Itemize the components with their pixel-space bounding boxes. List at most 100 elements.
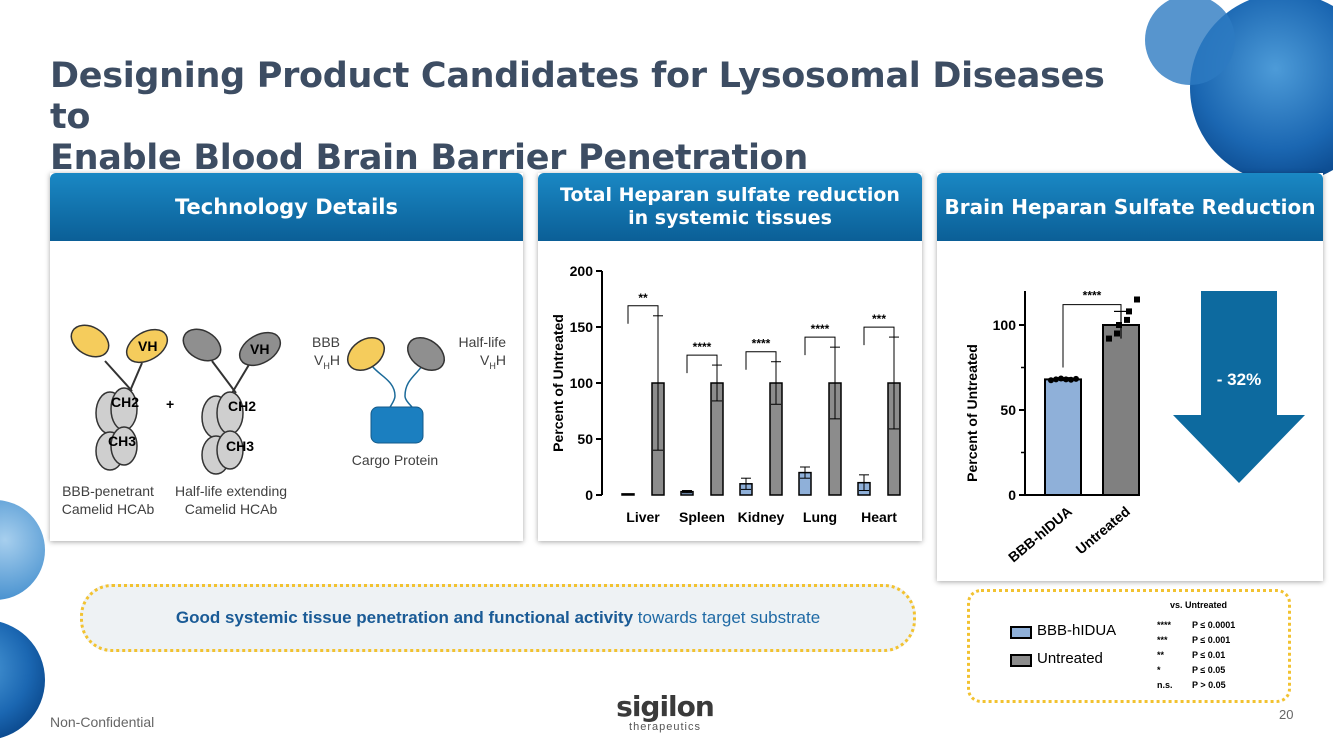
key-finding-callout: Good systemic tissue penetration and fun… (80, 584, 916, 652)
legend-swatch-untreated (1010, 654, 1032, 667)
significance-bracket (863, 326, 895, 346)
halflife-vhh-h: H (495, 352, 506, 368)
stats-stars: **** (1157, 620, 1172, 630)
callout-normal-text: towards target substrate (633, 608, 821, 627)
technology-panel-header: Technology Details (50, 173, 523, 241)
x-category-label: BBB-hIDUA (1005, 503, 1075, 565)
y-tick-label: 200 (570, 263, 594, 279)
y-tick-label: 0 (585, 487, 593, 503)
brain-chart-panel: Brain Heparan Sulfate Reduction 0 50 100 Pe… (937, 173, 1323, 581)
bar-untreated (1102, 324, 1140, 496)
halflife-vhh-sub: H (489, 360, 496, 371)
stats-pvalue: P ≤ 0.001 (1192, 635, 1231, 645)
logo-sub-text: therapeutics (629, 721, 701, 733)
bbb-vhh-v: V (314, 352, 324, 368)
title-line-2: Enable Blood Brain Barrier Penetration (50, 138, 809, 178)
data-point (1073, 375, 1079, 382)
tissue-header-line2: in systemic tissues (628, 207, 832, 229)
brain-panel-header: Brain Heparan Sulfate Reduction (937, 173, 1323, 241)
significance-bracket (1062, 304, 1122, 368)
data-point (1048, 377, 1054, 384)
data-point (1063, 376, 1069, 383)
halflife-antibody-icon: VH CH2 CH3 (182, 328, 282, 475)
bbb-penetrant-caption: BBB-penetrant Camelid HCAb (54, 482, 162, 518)
callout-bold-text: Good systemic tissue penetration and fun… (175, 608, 634, 627)
x-category-label: Lung (803, 509, 837, 525)
tissue-panel-header: Total Heparan sulfate reduction in syste… (538, 173, 922, 241)
halflife-vhh-v: V (480, 352, 490, 368)
significance-label: **** (693, 340, 712, 354)
caption1-line2: Camelid HCAb (61, 501, 155, 517)
bbb-vhh-sub: H (323, 360, 330, 371)
data-point (1134, 296, 1140, 303)
bbb-vhh-line1: BBB (311, 334, 340, 350)
significance-bracket (745, 351, 777, 370)
data-point (1053, 376, 1059, 383)
tissue-chart-panel: Total Heparan sulfate reduction in syste… (538, 173, 922, 541)
significance-label: **** (811, 322, 830, 336)
y-axis-title: Percent of Untreated (964, 344, 980, 482)
chart-legend: BBB-hIDUA Untreated vs. Untreated **** P … (967, 589, 1291, 703)
legend-label-bbb: BBB-hIDUA (1037, 622, 1117, 639)
tissue-bar-chart: 0 50 100 150 200 Percent of Untreated ** Liver *… (550, 263, 901, 525)
data-point (1124, 316, 1130, 323)
x-category-label: Untreated (1073, 503, 1133, 557)
data-point (1116, 322, 1122, 328)
ch3-label-2: CH3 (226, 438, 254, 454)
reduction-percent: - 32% (1217, 370, 1261, 389)
stats-stars: ** (1157, 650, 1165, 660)
significance-bracket (627, 305, 659, 324)
brain-bar-chart: 0 50 100 Percent of Untreated BBB-hIDUAUntre… (964, 289, 1140, 565)
cargo-protein-label: Cargo Protein (351, 452, 439, 468)
bar-bbb-liver (621, 493, 635, 496)
y-tick-label: 50 (577, 431, 593, 447)
ch2-label-2: CH2 (228, 398, 256, 414)
stats-stars: * (1157, 665, 1161, 675)
legend-swatch-bbb (1010, 626, 1032, 639)
technology-panel: Technology Details VH CH2 CH3 + VH CH (50, 173, 523, 541)
halflife-extending-caption: Half-life extending Camelid HCAb (164, 482, 298, 518)
footer-left: Non-Confidential (50, 714, 155, 730)
bbb-vhh-label: BBB VHH (300, 333, 340, 375)
y-tick-label: 0 (1008, 487, 1016, 503)
y-tick-label: 100 (993, 317, 1017, 333)
ch2-label-1: CH2 (111, 394, 139, 410)
stats-pvalue: P ≤ 0.05 (1192, 665, 1226, 675)
stats-pvalue: P > 0.05 (1192, 680, 1226, 690)
caption2-line1: Half-life extending (174, 483, 288, 499)
slide-title: Designing Product Candidates for Lysosom… (50, 56, 1130, 179)
tissue-header-line1: Total Heparan sulfate reduction (560, 184, 900, 206)
x-category-label: Liver (626, 509, 660, 525)
vh-label-2: VH (250, 341, 269, 357)
y-tick-label: 150 (570, 319, 594, 335)
caption2-line2: Camelid HCAb (184, 501, 278, 517)
cargo-construct-icon (347, 337, 445, 444)
sigilon-logo: sigilon therapeutics (610, 693, 720, 734)
data-point (1058, 375, 1064, 382)
y-tick-label: 100 (570, 375, 594, 391)
ch3-label-1: CH3 (108, 433, 136, 449)
stats-stars: *** (1157, 635, 1168, 645)
technology-header-text: Technology Details (175, 195, 398, 219)
sphere-left-mid (0, 500, 45, 600)
significance-bracket (804, 336, 836, 356)
stats-pvalue: P ≤ 0.01 (1192, 650, 1226, 660)
bar-bbb-hidua (1044, 378, 1082, 496)
x-category-label: Spleen (679, 509, 725, 525)
significance-label: **** (1083, 289, 1102, 303)
sphere-top-right-small (1145, 0, 1235, 85)
legend-label-untreated: Untreated (1037, 650, 1103, 667)
bbb-vhh-h: H (329, 352, 340, 368)
caption1-line1: BBB-penetrant (62, 483, 154, 499)
stats-pvalue: P ≤ 0.0001 (1192, 620, 1236, 630)
y-tick-label: 50 (1000, 402, 1016, 418)
sphere-left-bottom (0, 621, 45, 739)
significance-label: *** (872, 312, 886, 326)
halflife-vhh-line1: Half-life (458, 334, 506, 350)
significance-bracket (686, 354, 718, 374)
stats-stars: n.s. (1157, 680, 1173, 690)
data-point (1106, 335, 1112, 342)
significance-label: ** (638, 291, 648, 305)
brain-header-text: Brain Heparan Sulfate Reduction (944, 195, 1316, 219)
